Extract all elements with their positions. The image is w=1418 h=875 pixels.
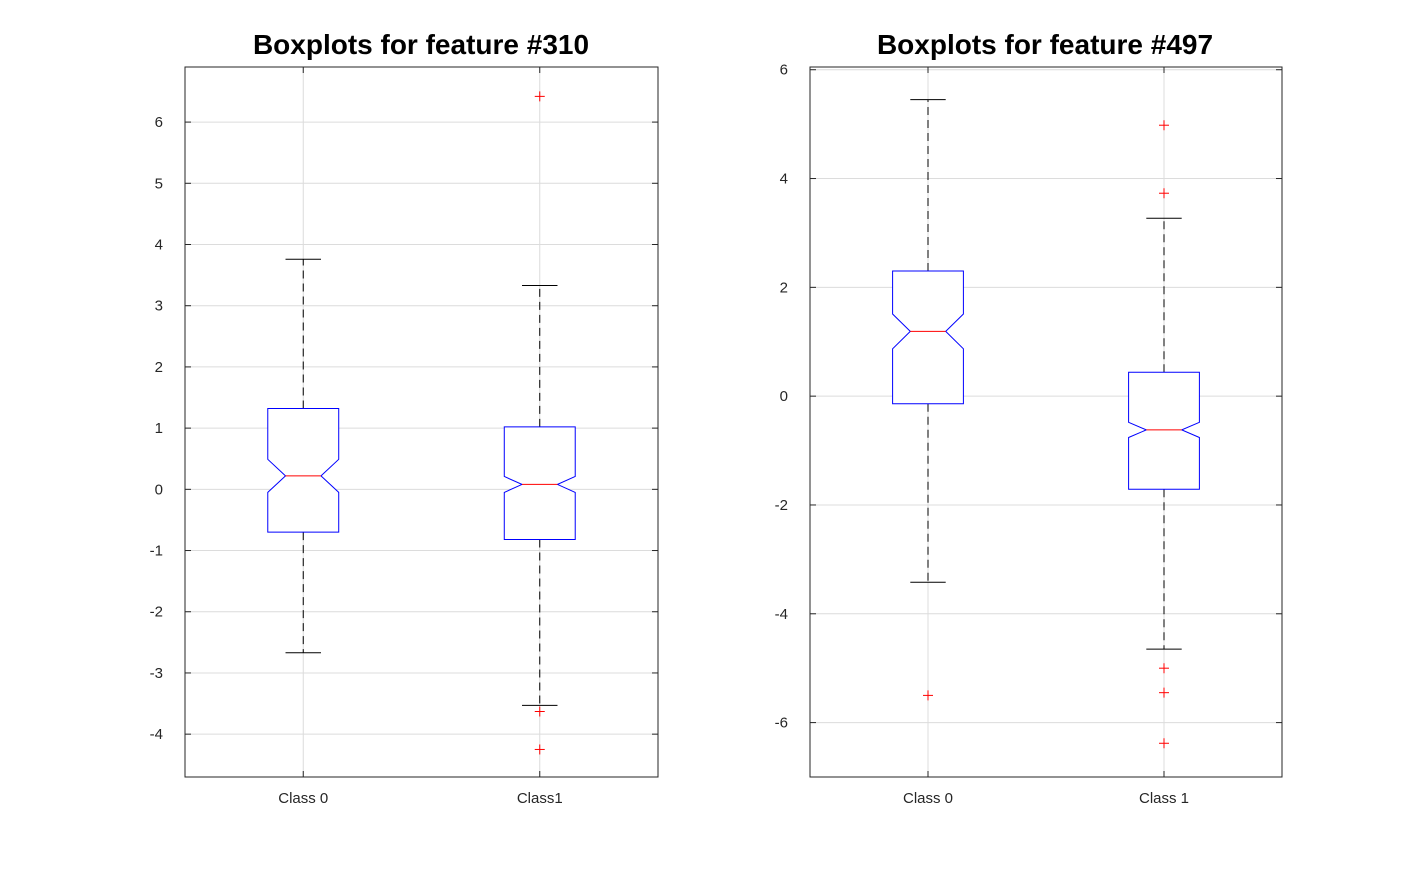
- y-tick-label: 4: [780, 171, 788, 188]
- y-tick-label: 2: [155, 359, 163, 376]
- y-tick-label: -4: [150, 726, 163, 743]
- outlier-marker: [534, 91, 545, 102]
- outlier-marker: [1159, 120, 1169, 131]
- boxplot-panel-feature-310: Boxplots for feature #310 -4 -3 -2 -1 0 1 2 3 4 5…: [150, 29, 659, 807]
- y-tick-label: -3: [150, 665, 163, 682]
- y-tick-label: 2: [780, 279, 788, 296]
- y-tick-label: 0: [780, 388, 788, 405]
- y-tick-label: -2: [775, 497, 788, 514]
- box-group: [892, 99, 964, 701]
- outlier-marker: [534, 706, 545, 717]
- notched-box: [503, 426, 576, 541]
- y-tick-label: -6: [775, 715, 788, 732]
- y-tick-label: 5: [155, 175, 163, 192]
- chart-title: Boxplots for feature #310: [253, 29, 589, 60]
- y-tick-label: 1: [155, 420, 163, 437]
- outlier-marker: [1159, 687, 1169, 698]
- x-tick-label: Class1: [517, 790, 563, 807]
- y-tick-label: 6: [155, 114, 163, 131]
- y-tick-label: -1: [150, 543, 163, 560]
- outlier-marker: [1159, 738, 1169, 749]
- outlier-marker: [534, 744, 545, 755]
- y-tick-label: 6: [780, 62, 788, 79]
- axes-frame: [809, 66, 1283, 778]
- grid: [810, 67, 1282, 777]
- x-tick-label: Class 1: [1139, 790, 1189, 807]
- outlier-marker: [1159, 188, 1169, 199]
- axes-frame: [184, 66, 659, 778]
- y-tick-label: 4: [155, 237, 163, 254]
- x-tick-label: Class 0: [903, 790, 953, 807]
- notched-box: [267, 408, 340, 533]
- y-tick-label: 3: [155, 298, 163, 315]
- outlier-marker: [1159, 663, 1169, 674]
- y-tick-label: -2: [150, 604, 163, 621]
- chart-title: Boxplots for feature #497: [877, 29, 1213, 60]
- y-tick-label: -4: [775, 606, 788, 623]
- box-group: [1128, 120, 1200, 749]
- box-group: [503, 91, 576, 755]
- x-tick-label: Class 0: [278, 790, 328, 807]
- notched-box: [1128, 371, 1200, 490]
- grid: [185, 67, 658, 777]
- notched-box: [892, 270, 964, 405]
- box-group: [267, 258, 340, 654]
- boxplot-panel-feature-497: Boxplots for feature #497 -6 -4 -2 0 2 4 6 Clas…: [775, 29, 1283, 807]
- outlier-marker: [923, 690, 933, 701]
- y-tick-label: 0: [155, 481, 163, 498]
